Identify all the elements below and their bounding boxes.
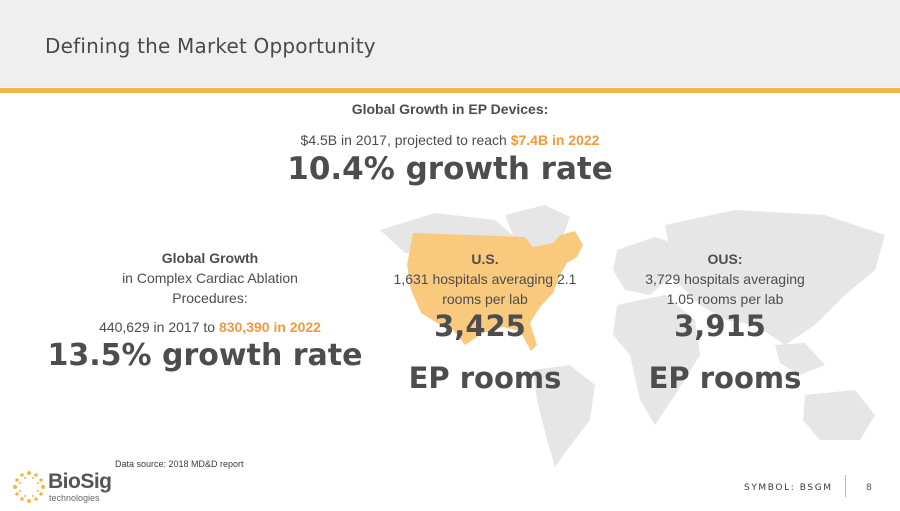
ablation-sub2: Procedures:	[172, 290, 248, 306]
ous-heading: OUS:	[707, 251, 743, 267]
accent-rule	[0, 88, 900, 93]
us-shape	[407, 231, 583, 351]
page-title: Defining the Market Opportunity	[45, 34, 376, 58]
ablation-heading: Global Growth	[161, 250, 259, 266]
ep-devices-line: $4.5B in 2017, projected to reach $7.4B …	[220, 132, 680, 148]
ous-room-unit: EP rooms	[648, 361, 802, 395]
ep-devices-growth: 10.4% growth rate	[287, 151, 613, 187]
us-room-unit: EP rooms	[408, 361, 562, 395]
us-line1: 1,631 hospitals averaging 2.1	[393, 271, 577, 287]
logo-sunburst-icon	[13, 471, 45, 503]
ablation-projection: 830,390 in 2022	[218, 319, 321, 335]
ablation-growth: 13.5% growth rate	[47, 338, 363, 373]
ous-room-count: 3,915	[674, 309, 766, 343]
australia-shape	[803, 390, 875, 440]
south-america-shape	[533, 365, 595, 467]
ablation-line: 440,629 in 2017 to 830,390 in 2022	[50, 319, 370, 335]
ous-line2: 1.05 rooms per lab	[666, 291, 784, 307]
africa-shape	[613, 295, 700, 425]
ep-devices-projection: $7.4B in 2022	[510, 132, 600, 148]
us-heading: U.S.	[471, 251, 499, 267]
header-bar	[0, 0, 900, 87]
asia-shape	[665, 210, 885, 345]
us-room-count: 3,425	[434, 309, 526, 343]
footer-divider	[845, 475, 846, 497]
ep-devices-line-prefix: $4.5B in 2017, projected to reach	[300, 132, 511, 148]
ablation-line-prefix: 440,629 in 2017 to	[99, 319, 219, 335]
biosig-logo: BioSig technologies	[12, 470, 122, 504]
ablation-sub1: in Complex Cardiac Ablation	[122, 270, 298, 286]
logo-wordmark: BioSig	[48, 470, 112, 493]
data-source-note: Data source: 2018 MD&D report	[115, 459, 244, 469]
us-line2: rooms per lab	[442, 291, 528, 307]
europe-shape	[613, 237, 680, 295]
world-map	[380, 205, 885, 467]
page-number: 8	[866, 483, 872, 493]
ous-line1: 3,729 hospitals averaging	[645, 271, 805, 287]
southeast-asia-shape	[775, 343, 825, 375]
logo-subtitle: technologies	[49, 493, 100, 503]
ep-devices-heading: Global Growth in EP Devices:	[351, 101, 549, 117]
ticker-symbol: SYMBOL: BSGM	[744, 483, 833, 493]
